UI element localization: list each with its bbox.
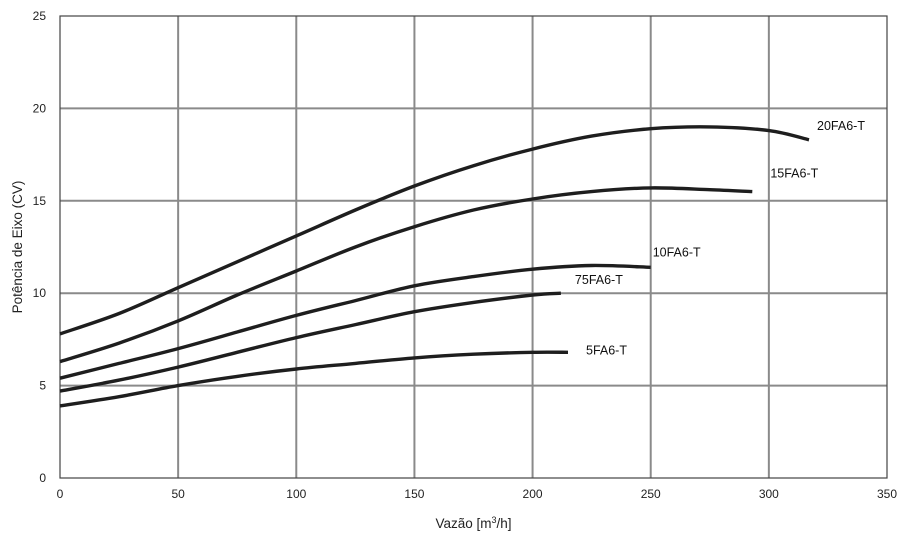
series-layer: 20FA6-T 15FA6-T 10FA6-T 75FA6-T 5FA6-T (59, 119, 865, 408)
plot-frame (59, 15, 888, 479)
y-tick-label: 0 (39, 471, 46, 485)
y-tick-label: 10 (33, 286, 47, 300)
series-label: 75FA6-T (575, 273, 623, 287)
x-tick-label: 50 (171, 487, 185, 501)
x-axis-title: Vazão [m3/h] (435, 515, 511, 531)
x-axis-title-superscript: 3 (492, 515, 497, 525)
y-tick-label: 15 (33, 194, 47, 208)
y-tick-label: 5 (39, 379, 46, 393)
x-tick-label: 200 (523, 487, 543, 501)
series-line-75fa6-t (59, 291, 562, 393)
series-line-10fa6-t (59, 263, 651, 380)
series-label: 10FA6-T (653, 245, 701, 259)
series-label: 20FA6-T (817, 119, 865, 133)
x-tick-label: 0 (57, 487, 64, 501)
series-line-20fa6-t (59, 125, 810, 336)
x-tick-label: 300 (759, 487, 779, 501)
series-label: 5FA6-T (586, 343, 627, 357)
series-line-15fa6-t (59, 186, 753, 364)
y-axis-title: Potência de Eixo (CV) (10, 181, 25, 314)
x-tick-label: 350 (877, 487, 897, 501)
grid (60, 16, 887, 478)
y-tick-label: 25 (33, 9, 47, 23)
series-line-5fa6-t (59, 350, 569, 408)
x-tick-label: 250 (641, 487, 661, 501)
x-tick-label: 150 (404, 487, 424, 501)
x-axis-title-end: /h] (497, 516, 512, 531)
series-label: 15FA6-T (770, 167, 818, 181)
x-axis-title-main: Vazão [m (435, 516, 491, 531)
tick-labels: 0 50 100 150 200 250 300 350 0 5 10 15 20 25 (33, 9, 898, 501)
x-tick-label: 100 (286, 487, 306, 501)
y-tick-label: 20 (33, 101, 47, 115)
